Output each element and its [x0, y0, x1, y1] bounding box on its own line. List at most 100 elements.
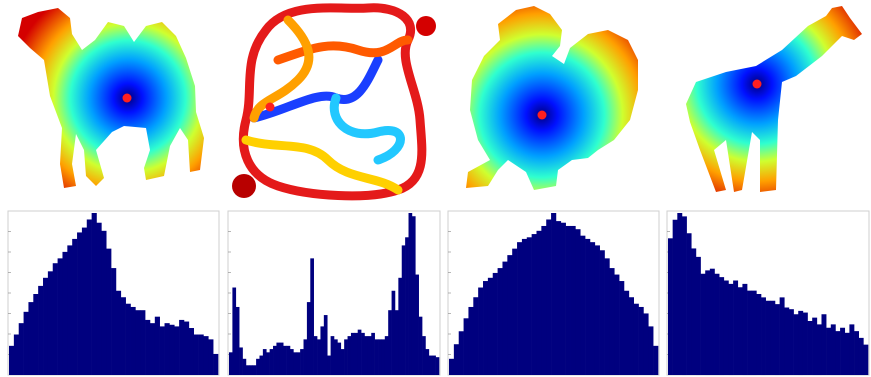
- histogram-bar: [96, 222, 102, 375]
- histogram-bar: [497, 268, 503, 375]
- histogram-bar: [106, 248, 112, 375]
- histogram-bar: [638, 306, 644, 375]
- histogram-bar: [415, 274, 419, 375]
- histogram-bar: [487, 277, 494, 375]
- histogram-bar: [691, 248, 697, 375]
- histogram-bar: [33, 294, 39, 375]
- rooster-silhouette: [466, 6, 638, 190]
- histogram-bar: [737, 287, 743, 375]
- histogram-bar: [130, 306, 136, 375]
- histogram-bar: [580, 235, 586, 375]
- histogram-bar: [77, 232, 83, 375]
- giraffe-shape-figure: [686, 6, 862, 192]
- histogram-bar: [747, 290, 753, 376]
- histogram-bar: [425, 349, 430, 375]
- histogram-bar: [812, 317, 818, 376]
- maze-end-bottom: [232, 174, 256, 198]
- histogram-bar: [350, 332, 355, 375]
- source-point: [752, 79, 762, 89]
- histogram-bar: [249, 365, 254, 375]
- histogram-bar: [463, 318, 469, 375]
- histogram-bar: [585, 238, 591, 375]
- histogram-bar: [830, 324, 836, 376]
- histogram-bar: [364, 336, 369, 375]
- histogram-bar: [86, 219, 92, 375]
- histogram-bar: [266, 352, 270, 375]
- histogram-bar: [361, 332, 365, 375]
- histogram-bar: [52, 263, 58, 375]
- histogram-bar: [388, 310, 392, 375]
- histogram-bar: [849, 324, 855, 376]
- histogram-bar: [695, 256, 701, 376]
- histogram-bar: [273, 345, 277, 375]
- histogram-bar: [289, 349, 294, 375]
- histogram-bar: [575, 229, 581, 375]
- histogram-bar: [526, 237, 532, 375]
- histogram-bar: [723, 280, 729, 375]
- histogram-bar: [357, 329, 362, 375]
- histogram-bar: [320, 326, 325, 375]
- histogram-bar: [619, 281, 625, 375]
- histogram-bar: [844, 332, 850, 375]
- histogram-bar: [28, 302, 34, 375]
- histogram-bar: [213, 353, 219, 375]
- histogram-bar: [293, 352, 298, 375]
- histogram-bar: [473, 297, 479, 375]
- histogram-bar: [303, 339, 308, 375]
- histogram-bar: [120, 297, 126, 375]
- histogram-bar: [164, 323, 170, 375]
- histogram-bar: [628, 297, 634, 375]
- histogram-bar: [149, 323, 156, 375]
- histogram-bar: [668, 238, 673, 375]
- histogram-bar: [371, 332, 375, 375]
- histogram-bar: [101, 230, 107, 375]
- histogram-bar: [507, 255, 513, 375]
- histogram-bar: [672, 219, 678, 375]
- histogram-bar: [330, 336, 335, 375]
- histogram-bar: [198, 334, 204, 375]
- histogram-bar: [317, 339, 321, 375]
- histogram-bar: [401, 245, 406, 375]
- histogram-bar: [327, 355, 331, 375]
- histogram-bar: [551, 213, 557, 375]
- histogram-bar: [174, 326, 180, 375]
- histogram-bar: [208, 339, 214, 375]
- histogram-bar: [821, 314, 827, 375]
- histogram-bar: [478, 287, 484, 375]
- histogram-giraffe: [666, 210, 870, 376]
- histogram-bar: [344, 339, 348, 375]
- histogram-bar: [798, 310, 804, 376]
- histogram-bar: [807, 321, 813, 375]
- histogram-bar: [337, 342, 342, 375]
- histogram-bar: [774, 304, 780, 376]
- histogram-bar: [594, 245, 600, 375]
- histogram-bar: [742, 283, 748, 376]
- histogram-bar: [653, 345, 659, 375]
- histogram-bar: [47, 271, 54, 375]
- histogram-bar: [381, 339, 386, 375]
- histogram-bar: [793, 314, 799, 375]
- histogram-bar: [67, 245, 73, 375]
- histogram-bar: [394, 310, 399, 375]
- histogram-bar: [111, 268, 117, 375]
- histogram-bar: [761, 297, 766, 376]
- histogram-bar: [570, 225, 576, 375]
- histogram-bar: [492, 272, 498, 375]
- histogram-bar: [145, 319, 151, 375]
- histogram-bar: [802, 312, 808, 375]
- histogram-bar: [840, 327, 846, 375]
- histogram-bar: [276, 342, 281, 375]
- histogram-bar: [826, 327, 832, 375]
- histogram-bar: [43, 277, 49, 375]
- histogram-bar: [411, 216, 416, 375]
- histogram-bar: [384, 336, 389, 375]
- histogram-bar: [599, 250, 605, 375]
- rooster-shape-figure: [466, 6, 638, 190]
- histogram-bar: [340, 349, 345, 375]
- histogram-bar: [310, 258, 314, 375]
- histogram-bar: [354, 332, 359, 375]
- histogram-bar: [555, 221, 562, 375]
- histogram-bar: [686, 233, 692, 375]
- histogram-bar: [269, 349, 274, 375]
- maze-end-top: [416, 16, 436, 36]
